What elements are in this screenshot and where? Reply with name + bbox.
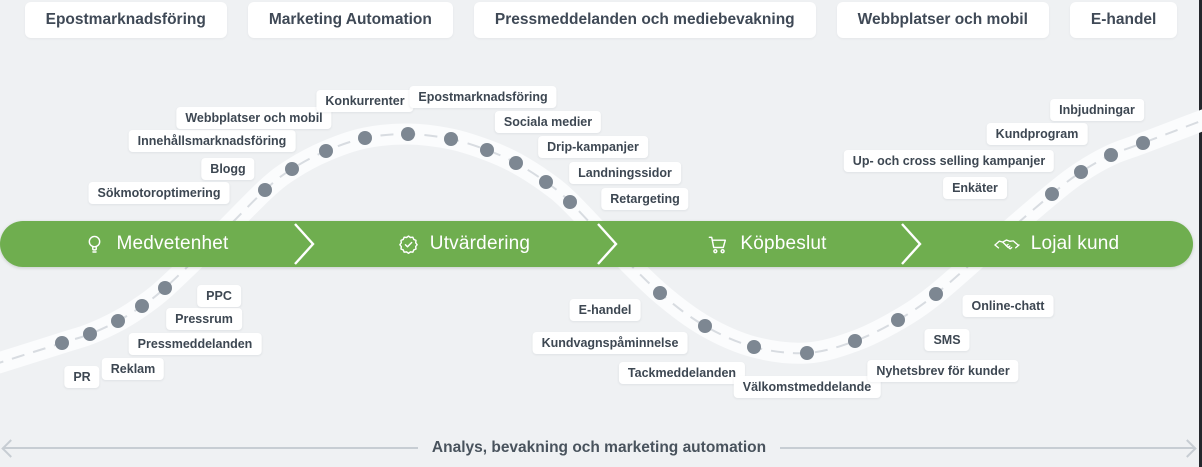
journey-dot (285, 162, 299, 176)
journey-dot (929, 287, 943, 301)
stage-label: Lojal kund (1030, 233, 1120, 254)
channel-tab-4[interactable]: Webbplatser och mobil (836, 2, 1049, 38)
journey-dot (1104, 148, 1118, 162)
journey-dot (509, 156, 523, 170)
touchpoint-label: Landningssidor (569, 162, 681, 184)
journey-dot (401, 127, 415, 141)
touchpoint-label: Enkäter (943, 177, 1007, 199)
journey-dot (698, 319, 712, 333)
journey-dot (539, 175, 553, 189)
journey-dot (358, 131, 372, 145)
stage-segment-lojal-kund: Lojal kund (919, 221, 1193, 267)
right-edge-divider (1199, 0, 1202, 467)
touchpoint-label: SMS (924, 329, 970, 351)
journey-dot (563, 195, 577, 209)
stage-segment-medvetenhet: Medvetenhet (0, 221, 312, 267)
journey-dot (158, 281, 172, 295)
touchpoint-label: Innehållsmarknadsföring (128, 130, 296, 152)
bottom-axis: Analys, bevakning och marketing automati… (1, 434, 1197, 462)
journey-dot (55, 336, 69, 350)
touchpoint-label: PR (64, 366, 100, 388)
journey-dot (135, 299, 149, 313)
handshake-icon (994, 238, 1020, 249)
channel-tab-5[interactable]: E-handel (1069, 2, 1178, 38)
channel-tab-3[interactable]: Pressmeddelanden och mediebevakning (473, 2, 816, 38)
touchpoint-label: Välkomstmeddelande (733, 376, 881, 398)
channel-tab-2[interactable]: Marketing Automation (247, 2, 453, 38)
journey-dot (1136, 136, 1150, 150)
touchpoint-label: Drip-kampanjer (538, 136, 648, 158)
touchpoint-label: Sökmotoroptimering (88, 182, 230, 204)
touchpoint-label: Nyhetsbrev för kunder (867, 360, 1019, 382)
journey-dot (444, 132, 458, 146)
axis-line-left (1, 439, 418, 458)
axis-label: Analys, bevakning och marketing automati… (431, 439, 767, 456)
touchpoint-label: Up- och cross selling kampanjer (843, 150, 1055, 172)
touchpoint-label: PPC (197, 285, 241, 307)
touchpoint-label: E-handel (569, 299, 641, 321)
stage-banner: Medvetenhet Utvärdering Köpbeslut (0, 221, 1193, 267)
touchpoint-label: Tackmeddelanden (618, 362, 746, 384)
stage-segment-kopbeslut: Köpbeslut (615, 221, 919, 267)
axis-line-right (780, 439, 1197, 458)
journey-dot (480, 143, 494, 157)
arrow-left-icon (1, 439, 20, 458)
cart-icon (709, 236, 727, 253)
touchpoint-label: Pressrum (166, 308, 242, 330)
journey-dot (111, 314, 125, 328)
touchpoint-label: Webbplatser och mobil (176, 107, 332, 129)
journey-dot (848, 334, 862, 348)
journey-dot (800, 346, 814, 360)
journey-dot (1074, 165, 1088, 179)
stage-label: Utvärdering (429, 233, 531, 254)
touchpoint-label: Kundprogram (986, 123, 1088, 145)
touchpoint-label: Sociala medier (494, 111, 602, 133)
touchpoint-label: Online-chatt (962, 295, 1054, 317)
arrow-right-icon (1178, 439, 1197, 458)
touchpoint-label: Blogg (201, 158, 255, 180)
lightbulb-icon (89, 235, 101, 253)
touchpoint-label: Kundvagnspåminnelse (532, 332, 688, 354)
touchpoint-label: Reklam (101, 358, 165, 380)
journey-dot (258, 183, 272, 197)
stage-label: Köpbeslut (740, 233, 827, 254)
channel-tab-1[interactable]: Epostmarknadsföring (24, 2, 227, 38)
journey-dot (747, 340, 761, 354)
touchpoint-label: Konkurrenter (316, 90, 414, 112)
journey-dot (653, 286, 667, 300)
badge-check-icon (398, 234, 418, 254)
journey-dot (891, 313, 905, 327)
journey-dot (319, 144, 333, 158)
touchpoint-label: Retargeting (601, 188, 689, 210)
channel-tabs-row: Epostmarknadsföring Marketing Automation P… (0, 2, 1202, 38)
stage-segment-utvardering: Utvärdering (312, 221, 615, 267)
journey-dot (1045, 187, 1059, 201)
stage-label: Medvetenhet (116, 233, 229, 254)
touchpoint-label: Epostmarknadsföring (409, 86, 557, 108)
journey-dot (83, 327, 97, 341)
touchpoint-label: Pressmeddelanden (128, 333, 262, 355)
touchpoint-label: Inbjudningar (1050, 99, 1144, 121)
